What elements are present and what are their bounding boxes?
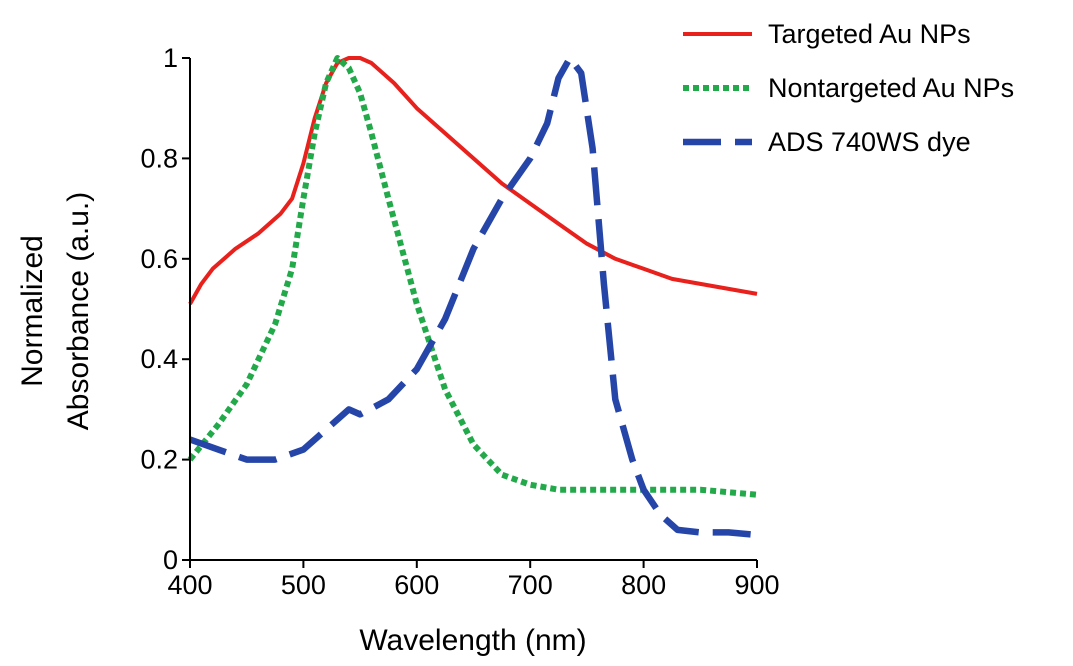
- y-tick-label: 1: [163, 43, 178, 73]
- y-axis-title-line-2: Absorbance (a.u.): [62, 192, 95, 430]
- x-tick-label: 600: [394, 570, 439, 600]
- x-tick-label: 700: [508, 570, 553, 600]
- legend: Targeted Au NPs Nontargeted Au NPs ADS 740…: [683, 19, 1014, 157]
- y-tick-label: 0.4: [140, 344, 178, 374]
- x-axis-title: Wavelength (nm): [359, 624, 586, 657]
- y-tick-label: 0.6: [140, 244, 178, 274]
- x-tick-label: 900: [734, 570, 779, 600]
- series-line-2: [187, 55, 758, 498]
- x-tick-label: 800: [621, 570, 666, 600]
- series-line-3: [188, 54, 758, 539]
- x-tick-label: 400: [167, 570, 212, 600]
- y-tick-label: 0.2: [140, 445, 178, 475]
- y-tick-label: 0: [163, 545, 178, 575]
- y-axis-title-line-1: Normalized: [16, 235, 49, 387]
- plot-lines: [187, 54, 758, 539]
- x-tick-label: 500: [281, 570, 326, 600]
- axes: [189, 58, 757, 561]
- y-ticks: 0 0.2 0.4 0.6 0.8 1: [140, 43, 190, 575]
- legend-label-3: ADS 740WS dye: [768, 127, 971, 157]
- legend-label-1: Targeted Au NPs: [768, 19, 971, 49]
- y-tick-label: 0.8: [140, 143, 178, 173]
- legend-label-2: Nontargeted Au NPs: [768, 73, 1014, 103]
- x-ticks: 400 500 600 700 800 900: [167, 560, 780, 600]
- series-line-1: [188, 56, 758, 305]
